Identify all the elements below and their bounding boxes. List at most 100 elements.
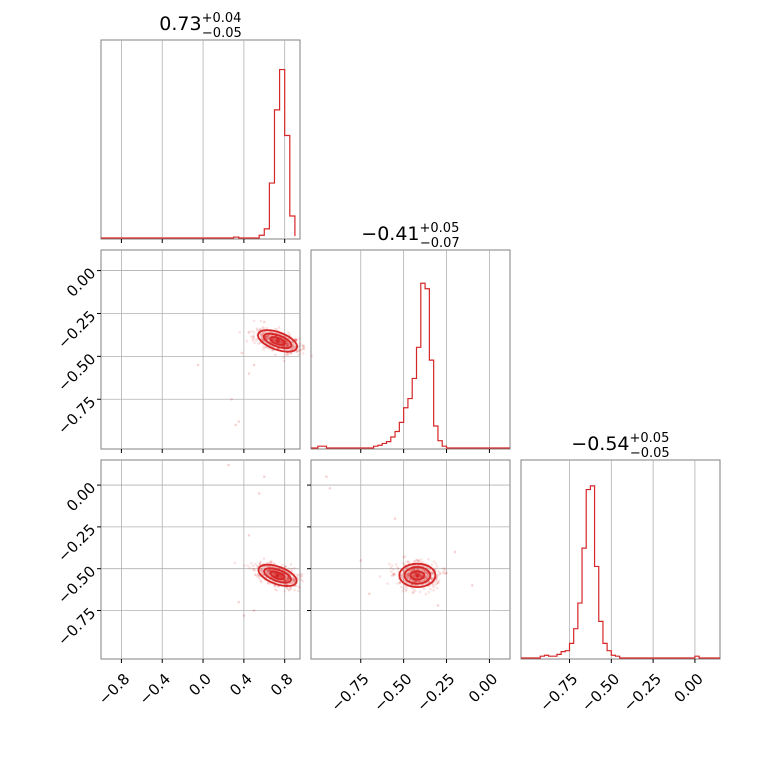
pair-3-sample-point <box>405 586 408 589</box>
pair-2-sample-point <box>266 565 269 568</box>
pair-3-sample-point <box>407 560 410 564</box>
pair-1-sample-point <box>287 343 290 347</box>
pair-2-sample-point <box>295 573 299 576</box>
pair-2-sample-point <box>284 565 287 568</box>
pair-3-sample-point <box>412 591 415 595</box>
pair-3-sample-point <box>444 572 448 575</box>
pair-1-sample-point <box>272 339 275 342</box>
pair-3-sample-point <box>418 564 421 567</box>
row-2-ytick-label: −0.50 <box>54 350 99 395</box>
pair-3-sample-point <box>399 573 403 577</box>
pair-3-sample-point <box>413 589 417 593</box>
pair-1-sample-point <box>271 337 275 341</box>
col-3-xtick-label: −0.50 <box>578 670 623 715</box>
pair-3-sample-point <box>398 581 402 585</box>
pair-3-sample-point <box>406 571 410 574</box>
pair-2-sample-point <box>265 571 269 575</box>
pair-2-frame <box>100 459 301 660</box>
pair-1-sample-point <box>260 334 263 338</box>
pair-1-sample-point <box>253 341 256 345</box>
pair-2-sample-point <box>291 576 295 579</box>
pair-3-sample-point <box>405 560 408 563</box>
pair-2-sample-point <box>266 569 269 572</box>
pair-3-sample-point <box>426 574 429 578</box>
pair-1-sample-point <box>297 349 300 352</box>
pair-3-sample-point <box>428 568 432 571</box>
pair-3-sample-point <box>401 562 405 565</box>
pair-2-outlier-point <box>242 614 246 617</box>
pair-2-sample-point <box>300 572 304 576</box>
pair-2-sample-point <box>293 579 296 582</box>
pair-3-sample-point <box>396 567 400 571</box>
pair-2-sample-point <box>266 569 270 573</box>
hist-1-title: 0.73+0.04 −0.05 <box>159 11 242 41</box>
pair-1-sample-point <box>271 337 274 341</box>
pair-1-sample-point <box>277 326 281 329</box>
pair-2-sample-point <box>287 577 291 581</box>
pair-3-sample-point <box>411 590 415 594</box>
pair-1-outlier-point <box>196 363 200 367</box>
pair-1-sample-point <box>274 353 277 357</box>
pair-1-sample-point <box>294 337 297 341</box>
pair-2-sample-point <box>259 567 263 571</box>
pair-1-sample-point <box>282 359 286 363</box>
pair-3-sample-point <box>406 574 410 578</box>
pair-3-sample-point <box>435 581 439 585</box>
pair-1-sample-point <box>266 334 270 338</box>
pair-1-sample-point <box>266 338 269 341</box>
pair-1-sample-point <box>267 330 271 334</box>
pair-3-sample-point <box>429 587 432 591</box>
hist-1-step-line <box>101 68 296 239</box>
pair-3-sample-point <box>416 580 420 583</box>
pair-3-sample-point <box>391 573 395 577</box>
col-3-xtick-label: 0.00 <box>670 670 706 706</box>
pair-3-sample-point <box>416 558 419 562</box>
pair-1-sample-point <box>278 340 282 344</box>
pair-2-sample-point <box>292 579 295 582</box>
pair-1-sample-point <box>302 344 305 348</box>
pair-1-sample-point <box>285 343 288 347</box>
pair-2-sample-point <box>280 575 283 579</box>
pair-3-outlier-point <box>436 604 440 607</box>
pair-3-sample-point <box>418 580 421 583</box>
pair-3-sample-point <box>425 571 429 574</box>
pair-3-sample-point <box>435 579 438 582</box>
pair-3-sample-point <box>443 572 446 575</box>
pair-1-sample-point <box>294 338 298 342</box>
pair-2-sample-point <box>267 573 270 576</box>
pair-3-sample-point <box>408 578 412 581</box>
pair-3-sample-point <box>405 588 408 592</box>
pair-3-sample-point <box>400 575 403 578</box>
pair-2-sample-point <box>269 568 273 572</box>
pair-1-sample-point <box>261 326 265 329</box>
col-1-xtick-label: 0.4 <box>226 670 256 700</box>
pair-2-sample-point <box>300 574 303 577</box>
pair-2-outlier-point <box>247 533 251 537</box>
pair-3-sample-point <box>396 582 399 585</box>
row-2-ytick-label: −0.25 <box>54 307 99 352</box>
pair-1-sample-point <box>267 336 270 340</box>
pair-3-sample-point <box>425 576 428 579</box>
pair-1-outlier-point <box>247 372 251 375</box>
pair-1-sample-point <box>285 340 288 344</box>
pair-3-sample-point <box>420 574 423 578</box>
pair-3-sample-point <box>423 577 427 580</box>
pair-1-sample-point <box>285 341 289 345</box>
pair-2-sample-point <box>265 569 269 573</box>
pair-3-sample-point <box>406 566 410 569</box>
pair-2-sample-point <box>246 564 249 567</box>
pair-2-outlier-point <box>257 492 261 495</box>
pair-3-outlier-point <box>328 487 332 490</box>
pair-1-sample-point <box>273 327 277 331</box>
pair-2-sample-point <box>274 572 277 575</box>
col-2-xtick-label: −0.25 <box>413 670 458 715</box>
pair-3-sample-point <box>410 568 414 572</box>
pair-2-sample-point <box>256 575 259 578</box>
pair-3-sample-point <box>431 572 434 575</box>
row-3-ytick-label: 0.00 <box>63 479 99 515</box>
pair-3-sample-point <box>432 588 435 592</box>
pair-3-sample-point <box>430 571 434 574</box>
pair-3-sample-point <box>431 582 435 586</box>
pair-2-sample-point <box>290 582 294 585</box>
pair-3-sample-point <box>436 581 440 585</box>
